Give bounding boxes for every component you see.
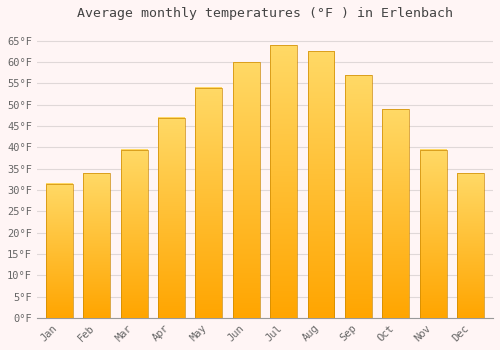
Bar: [270, 45, 297, 318]
Bar: [46, 184, 72, 318]
Bar: [345, 75, 372, 318]
Bar: [308, 51, 334, 318]
Bar: [457, 173, 484, 318]
Bar: [233, 62, 260, 318]
Bar: [196, 88, 222, 318]
Bar: [382, 109, 409, 318]
Bar: [120, 149, 148, 318]
Bar: [83, 173, 110, 318]
Bar: [158, 118, 185, 318]
Bar: [420, 149, 446, 318]
Title: Average monthly temperatures (°F ) in Erlenbach: Average monthly temperatures (°F ) in Er…: [77, 7, 453, 20]
